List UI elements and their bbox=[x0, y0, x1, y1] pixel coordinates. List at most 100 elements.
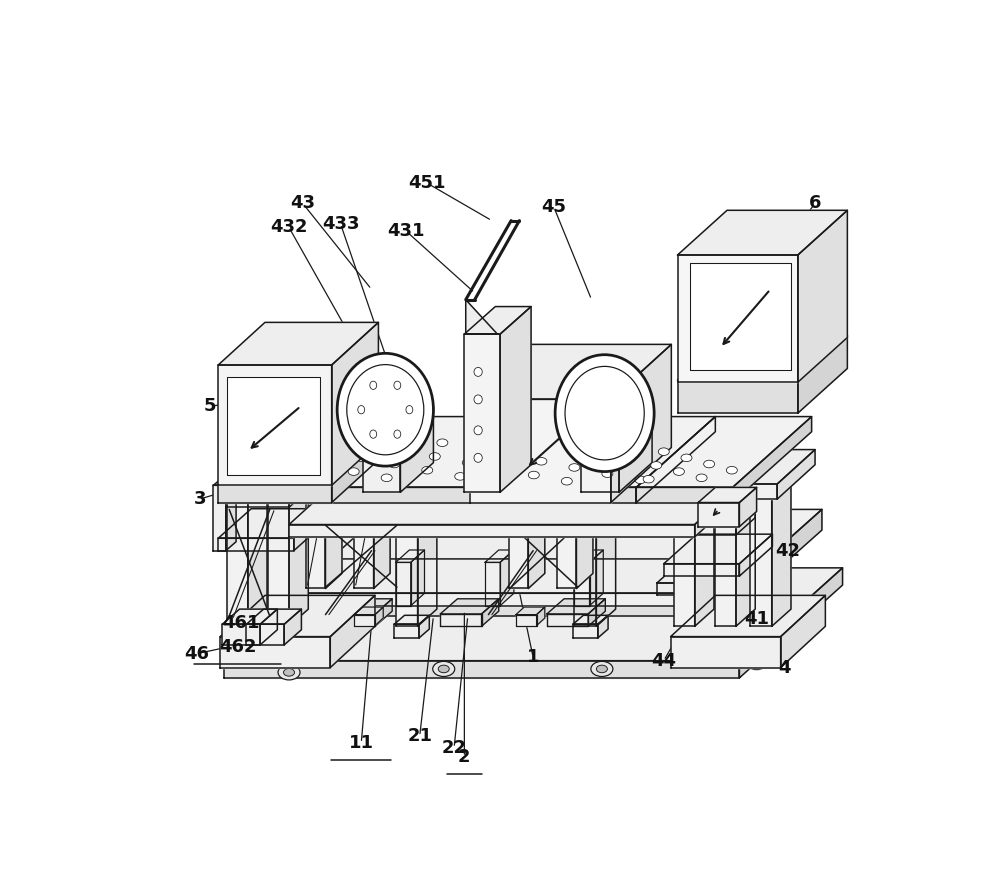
Polygon shape bbox=[394, 624, 419, 638]
Polygon shape bbox=[411, 550, 424, 605]
Polygon shape bbox=[220, 637, 330, 668]
Polygon shape bbox=[289, 490, 733, 524]
Polygon shape bbox=[557, 500, 576, 588]
Polygon shape bbox=[798, 211, 847, 382]
Polygon shape bbox=[246, 624, 284, 645]
Polygon shape bbox=[798, 336, 847, 413]
Polygon shape bbox=[715, 520, 736, 626]
Text: 462: 462 bbox=[219, 638, 256, 656]
Polygon shape bbox=[227, 475, 267, 492]
Ellipse shape bbox=[495, 465, 506, 472]
Ellipse shape bbox=[433, 662, 455, 677]
Polygon shape bbox=[516, 607, 545, 614]
Polygon shape bbox=[218, 322, 378, 365]
Ellipse shape bbox=[503, 451, 514, 459]
Polygon shape bbox=[674, 520, 695, 626]
Polygon shape bbox=[396, 563, 411, 605]
Polygon shape bbox=[674, 520, 736, 535]
Ellipse shape bbox=[278, 664, 300, 680]
Polygon shape bbox=[678, 380, 798, 413]
Ellipse shape bbox=[338, 421, 349, 428]
Polygon shape bbox=[574, 550, 603, 563]
Ellipse shape bbox=[569, 463, 580, 472]
Ellipse shape bbox=[438, 665, 449, 672]
Polygon shape bbox=[726, 484, 777, 499]
Polygon shape bbox=[537, 607, 545, 626]
Ellipse shape bbox=[635, 476, 646, 484]
Ellipse shape bbox=[596, 665, 607, 672]
Ellipse shape bbox=[673, 468, 684, 475]
Polygon shape bbox=[470, 345, 671, 399]
Polygon shape bbox=[218, 538, 294, 551]
Polygon shape bbox=[581, 438, 619, 492]
Polygon shape bbox=[678, 255, 798, 382]
Polygon shape bbox=[574, 563, 590, 605]
Polygon shape bbox=[674, 503, 755, 520]
Polygon shape bbox=[330, 596, 375, 668]
Ellipse shape bbox=[406, 405, 413, 413]
Polygon shape bbox=[739, 488, 757, 527]
Polygon shape bbox=[284, 609, 301, 645]
Ellipse shape bbox=[308, 475, 319, 483]
Ellipse shape bbox=[726, 466, 737, 474]
Text: 3: 3 bbox=[193, 490, 206, 508]
Polygon shape bbox=[619, 407, 652, 492]
Polygon shape bbox=[733, 416, 812, 503]
Text: 432: 432 bbox=[270, 219, 308, 237]
Ellipse shape bbox=[643, 475, 654, 483]
Polygon shape bbox=[657, 583, 726, 596]
Ellipse shape bbox=[561, 478, 572, 485]
Ellipse shape bbox=[462, 459, 473, 466]
Polygon shape bbox=[224, 661, 739, 678]
Polygon shape bbox=[547, 613, 588, 626]
Polygon shape bbox=[777, 449, 815, 499]
Polygon shape bbox=[440, 613, 482, 626]
Text: 4: 4 bbox=[778, 658, 790, 677]
Polygon shape bbox=[596, 509, 616, 626]
Polygon shape bbox=[327, 563, 733, 575]
Polygon shape bbox=[226, 476, 236, 551]
Ellipse shape bbox=[746, 655, 768, 670]
Polygon shape bbox=[611, 345, 671, 503]
Polygon shape bbox=[736, 503, 755, 626]
Text: 46: 46 bbox=[184, 645, 209, 663]
Polygon shape bbox=[509, 500, 528, 588]
Polygon shape bbox=[227, 475, 308, 492]
Ellipse shape bbox=[470, 445, 481, 453]
Polygon shape bbox=[231, 571, 313, 583]
Text: 41: 41 bbox=[744, 611, 769, 629]
Ellipse shape bbox=[591, 662, 613, 677]
Polygon shape bbox=[695, 490, 733, 537]
Ellipse shape bbox=[696, 474, 707, 481]
Ellipse shape bbox=[536, 457, 547, 465]
Polygon shape bbox=[482, 599, 499, 626]
Text: 11: 11 bbox=[349, 734, 374, 752]
Polygon shape bbox=[573, 624, 598, 638]
Polygon shape bbox=[289, 475, 308, 507]
Polygon shape bbox=[698, 488, 757, 503]
Polygon shape bbox=[636, 416, 715, 503]
Text: 433: 433 bbox=[322, 215, 359, 233]
Polygon shape bbox=[485, 550, 514, 563]
Ellipse shape bbox=[348, 468, 359, 475]
Polygon shape bbox=[695, 559, 733, 605]
Polygon shape bbox=[327, 528, 770, 563]
Ellipse shape bbox=[371, 427, 382, 434]
Ellipse shape bbox=[356, 454, 367, 462]
Polygon shape bbox=[574, 509, 616, 527]
Polygon shape bbox=[466, 300, 497, 334]
Ellipse shape bbox=[751, 658, 762, 666]
Ellipse shape bbox=[681, 454, 692, 462]
Polygon shape bbox=[222, 609, 277, 624]
Ellipse shape bbox=[363, 440, 374, 448]
Ellipse shape bbox=[555, 355, 654, 472]
Polygon shape bbox=[375, 599, 392, 626]
Text: 431: 431 bbox=[387, 222, 425, 240]
Ellipse shape bbox=[370, 430, 377, 438]
Polygon shape bbox=[750, 455, 791, 472]
Polygon shape bbox=[400, 407, 433, 492]
Ellipse shape bbox=[323, 448, 334, 455]
Ellipse shape bbox=[429, 453, 440, 460]
Polygon shape bbox=[690, 263, 791, 370]
Polygon shape bbox=[231, 509, 822, 596]
